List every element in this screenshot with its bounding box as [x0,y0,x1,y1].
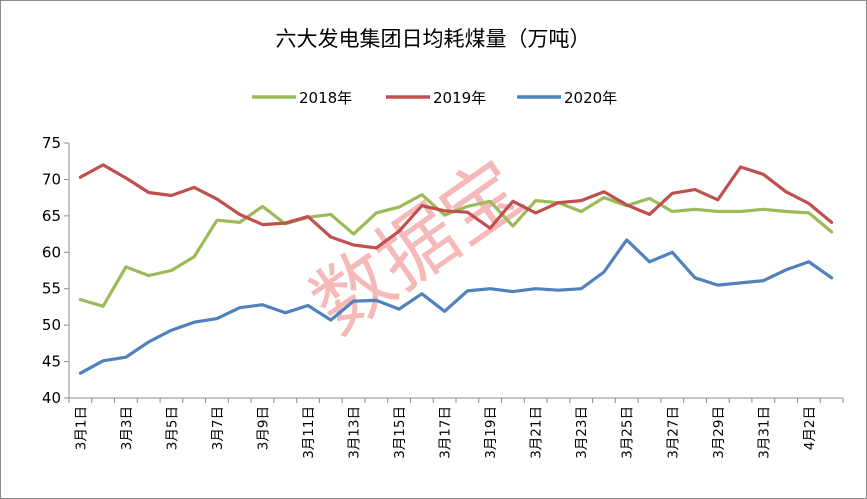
x-tick-label: 3月3日 [119,406,135,450]
x-axis: 3月1日 3月3日 3月5日 3月7日 3月9日 3月11日 3月13日 3月15日 3月17日… [68,397,844,459]
x-tick-label: 3月27日 [665,406,681,459]
y-tick-label: 45 [42,353,61,371]
x-tick-label: 3月1日 [73,406,89,450]
y-tick-label: 70 [42,170,61,188]
series-line-2019年 [78,163,834,250]
x-tick-label: 3月15日 [392,406,408,459]
x-tick-label: 4月2日 [802,406,818,450]
y-tick-label: 50 [42,316,61,334]
series-group [78,163,834,375]
y-tick-label: 60 [42,243,61,261]
y-axis: 40 45 50 55 60 65 70 75 [42,134,70,407]
x-tick-label: 3月19日 [483,406,499,459]
legend-label: 2018年 [299,89,352,107]
x-tick-label: 3月29日 [711,406,727,459]
x-tick-label: 3月5日 [164,406,180,450]
watermark: 数据宝 [296,144,539,352]
chart-title: 六大发电集团日均耗煤量（万吨） [276,27,591,51]
legend-label: 2020年 [564,89,617,107]
x-tick-label: 3月7日 [210,406,226,450]
x-tick-label: 3月13日 [347,406,363,459]
legend: 2018年 2019年 2020年 [252,89,617,107]
legend-label: 2019年 [433,89,486,107]
x-tick-label: 3月23日 [574,406,590,459]
y-tick-label: 40 [42,389,61,407]
x-tick-label: 3月31日 [756,406,772,459]
x-tick-label: 3月9日 [256,406,272,450]
x-tick-label: 3月11日 [301,406,317,459]
y-tick-label: 55 [42,280,61,298]
y-tick-label: 75 [42,134,61,152]
series-line-2020年 [78,238,834,375]
x-tick-label: 3月21日 [529,406,545,459]
y-tick-label: 65 [42,207,61,225]
x-tick-label: 3月17日 [438,406,454,459]
x-tick-label: 3月25日 [620,406,636,459]
